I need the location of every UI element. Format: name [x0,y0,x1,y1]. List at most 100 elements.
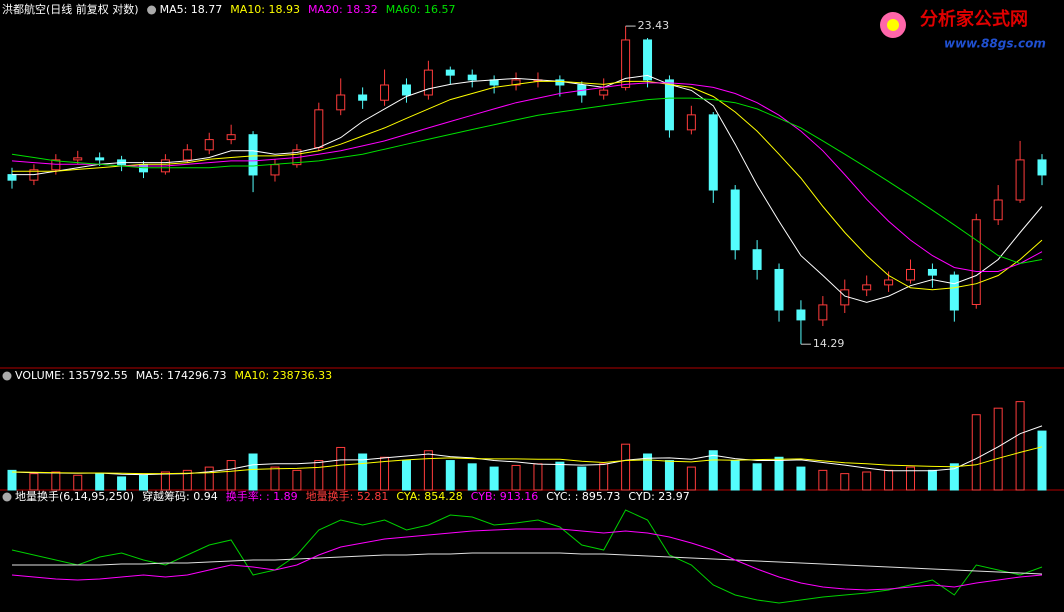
volume-bar [226,460,236,491]
volume-bar [160,471,170,491]
header-label: 换手率: : 1.89 [226,489,298,503]
header-icon [2,371,12,381]
volume-bar [906,466,916,491]
volume-bar [204,466,214,491]
candle-body [73,157,83,161]
volume-bar [840,473,850,491]
candle-body [204,139,214,151]
candle-body [1015,159,1025,201]
volume-bar [29,473,39,491]
candle-body [818,304,828,321]
ma-line [12,74,1043,303]
candle-body [906,268,916,281]
volume-bar [358,453,368,491]
volume-bar [752,463,762,491]
volume-bar [533,463,543,491]
header-label: MA20: 18.32 [308,3,378,16]
candle-body [226,134,236,141]
volume-bar [621,443,631,491]
candle-body [862,284,872,291]
volume-bar [818,469,828,491]
ma-line [11,97,1043,265]
volume-bar [270,466,280,491]
candle-body [314,109,324,149]
candle-body [358,94,368,101]
header-label: MA5: 18.77 [160,3,223,16]
volume-bar [336,446,346,491]
candle-body [1037,159,1047,176]
header-label: CYC: : 895.73 [546,490,620,503]
header-label: CYB: 913.16 [471,490,538,503]
volume-bar [401,460,411,491]
candle-body [182,149,192,161]
candle-body [489,79,499,86]
candle-body [708,114,718,191]
header-icon [2,492,12,502]
candle-body [248,134,258,176]
header-label: CYD: 23.97 [628,490,689,503]
volume-bar [248,453,258,491]
candle-body [971,219,981,305]
volume-bar [686,466,696,491]
annotation-label: 23.43 [638,19,670,32]
candle-body [927,268,937,276]
header-label: MA60: 16.57 [386,3,456,16]
volume-bar [577,466,587,491]
candle-body [796,309,806,321]
candle-body [467,74,477,81]
candle-body [664,79,674,131]
volume-bar [489,466,499,491]
volume-bar [796,466,806,491]
candle-body [51,159,61,171]
candle-body [993,199,1003,221]
volume-bar [314,460,324,491]
logo-icon [887,19,899,31]
ma-line [12,552,1043,575]
volume-bar [730,460,740,491]
candle-body [423,69,433,96]
candle-body [599,89,609,96]
volume-bar [862,471,872,491]
candle-body [752,249,762,270]
candle-body [949,274,959,311]
candle-body [380,84,390,101]
volume-bar [664,460,674,491]
header-label: MA5: 174296.73 [136,369,227,382]
volume-bar [117,476,127,491]
volume-bar [138,474,148,491]
volume-bar [292,469,302,491]
volume-bar [7,469,17,491]
volume-bar [643,453,653,491]
header-label: MA10: 18.93 [230,3,300,16]
volume-bar [971,414,981,491]
header-icon [147,5,157,15]
ma-line [12,80,1043,291]
candle-body [555,79,565,86]
header-label: 地量换手: 52.81 [306,489,389,503]
volume-bar [182,469,192,491]
logo-title: 分析家公式网 [920,8,1028,30]
candle-body [401,84,411,96]
candle-body [730,189,740,251]
volume-bar [380,456,390,491]
volume-bar [73,474,83,491]
ma-line [11,509,1043,604]
header-label: 洪都航空(日线 前复权 对数) [2,2,139,16]
volume-bar [884,469,894,491]
candle-body [621,39,631,88]
volume-bar [1037,430,1047,491]
candle-body [445,69,455,76]
volume-bar [1015,401,1025,491]
volume-bar [445,460,455,491]
candle-body [686,114,696,131]
candle-body [95,157,105,161]
volume-bar [51,471,61,491]
candle-body [884,279,894,286]
volume-bar [927,469,937,491]
volume-bar [511,464,521,491]
volume-bar [949,463,959,491]
candle-body [336,94,346,111]
